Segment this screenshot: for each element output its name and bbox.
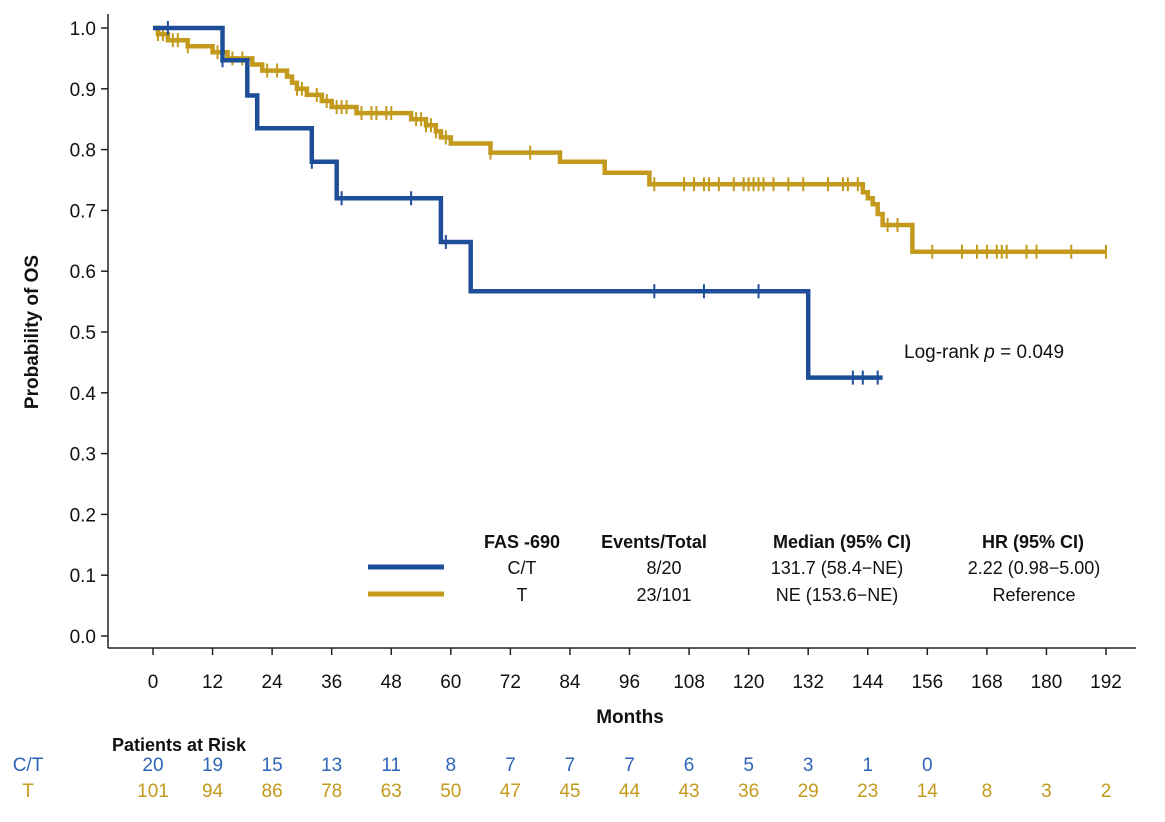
x-axis-ticks: 0 12 24 36 48 60 72 84 96 108 120 132 144 156 168 180 19… — [148, 648, 1122, 693]
log-rank-prefix: Log-rank — [904, 342, 984, 363]
legend-median-ct: 131.7 (58.4−NE) — [771, 558, 904, 578]
risk-value-t: 86 — [262, 781, 283, 802]
legend-median-t: NE (153.6−NE) — [776, 585, 899, 605]
x-tick-label: 36 — [321, 672, 342, 693]
risk-value-t: 43 — [678, 781, 699, 802]
risk-table: C/T 20 19 15 13 11 8 7 7 7 6 5 3 1 0 T 101 94 86 78 63 50 47 45… — [13, 755, 1112, 802]
y-axis-ticks: 0.0 0.1 0.2 0.3 0.4 0.5 0.6 0.7 0.8 0.9 1.0 — [70, 19, 108, 648]
risk-value-ct: 6 — [684, 755, 695, 776]
risk-value-t: 63 — [381, 781, 402, 802]
y-tick-label: 0.0 — [70, 627, 96, 648]
risk-value-t: 14 — [917, 781, 939, 802]
log-rank-p: p — [983, 342, 995, 363]
risk-value-ct: 20 — [142, 755, 163, 776]
legend-table: FAS -690 Events/Total Median (95% CI) HR… — [368, 532, 1100, 605]
legend-hr-ct: 2.22 (0.98−5.00) — [968, 558, 1101, 578]
y-tick-label: 0.8 — [70, 141, 96, 162]
x-tick-label: 192 — [1090, 672, 1122, 693]
risk-value-ct: 1 — [862, 755, 873, 776]
x-tick-label: 108 — [673, 672, 705, 693]
y-tick-label: 0.4 — [70, 384, 97, 405]
y-tick-label: 0.6 — [70, 262, 96, 283]
legend-group-ct: C/T — [508, 558, 537, 578]
risk-value-ct: 13 — [321, 755, 342, 776]
x-tick-label: 168 — [971, 672, 1003, 693]
risk-value-t: 29 — [798, 781, 819, 802]
x-tick-label: 180 — [1031, 672, 1063, 693]
x-tick-label: 12 — [202, 672, 223, 693]
risk-value-ct: 7 — [624, 755, 635, 776]
x-tick-label: 0 — [148, 672, 159, 693]
risk-value-t: 2 — [1101, 781, 1112, 802]
x-tick-label: 120 — [733, 672, 765, 693]
x-tick-label: 48 — [381, 672, 402, 693]
y-tick-label: 0.1 — [70, 566, 96, 587]
log-rank-value: = 0.049 — [995, 342, 1064, 363]
risk-value-t: 50 — [440, 781, 461, 802]
risk-value-ct: 7 — [505, 755, 516, 776]
risk-value-ct: 11 — [381, 755, 401, 776]
x-tick-label: 60 — [440, 672, 461, 693]
legend-header-hr: HR (95% CI) — [982, 532, 1084, 552]
risk-value-t: 94 — [202, 781, 224, 802]
risk-row-label-ct: C/T — [13, 755, 44, 776]
risk-value-ct: 5 — [743, 755, 754, 776]
log-rank-annotation: Log-rank p = 0.049 — [904, 342, 1064, 363]
risk-value-ct: 3 — [803, 755, 814, 776]
legend-events-ct: 8/20 — [646, 558, 681, 578]
plot-axes — [107, 14, 1136, 649]
y-tick-label: 1.0 — [70, 19, 96, 40]
risk-value-t: 3 — [1041, 781, 1052, 802]
x-tick-label: 84 — [559, 672, 581, 693]
risk-value-t: 47 — [500, 781, 521, 802]
y-tick-label: 0.3 — [70, 445, 96, 466]
legend-header-events: Events/Total — [601, 532, 707, 552]
risk-value-t: 44 — [619, 781, 641, 802]
km-curve-ct — [153, 25, 883, 380]
legend-header-median: Median (95% CI) — [773, 532, 911, 552]
x-tick-label: 132 — [792, 672, 824, 693]
legend-events-t: 23/101 — [636, 585, 691, 605]
y-tick-label: 0.7 — [70, 201, 96, 222]
x-tick-label: 72 — [500, 672, 521, 693]
risk-value-t: 8 — [982, 781, 993, 802]
risk-value-ct: 15 — [262, 755, 283, 776]
x-tick-label: 24 — [262, 672, 284, 693]
risk-value-ct: 19 — [202, 755, 223, 776]
y-tick-label: 0.2 — [70, 505, 96, 526]
km-curve-t — [153, 25, 1106, 254]
x-tick-label: 156 — [911, 672, 943, 693]
risk-value-ct: 7 — [565, 755, 576, 776]
y-tick-label: 0.5 — [70, 323, 96, 344]
legend-hr-t: Reference — [992, 585, 1075, 605]
risk-value-t: 45 — [559, 781, 580, 802]
risk-value-ct: 8 — [446, 755, 457, 776]
risk-value-t: 23 — [857, 781, 878, 802]
risk-value-t: 78 — [321, 781, 342, 802]
risk-value-t: 36 — [738, 781, 759, 802]
risk-value-ct: 0 — [922, 755, 933, 776]
x-tick-label: 96 — [619, 672, 640, 693]
legend-header-group: FAS -690 — [484, 532, 560, 552]
y-tick-label: 0.9 — [70, 80, 96, 101]
y-axis-title: Probability of OS — [22, 255, 43, 409]
risk-table-title: Patients at Risk — [112, 735, 247, 755]
survival-curves — [153, 21, 1107, 385]
x-axis-title: Months — [596, 707, 664, 728]
risk-value-t: 101 — [137, 781, 169, 802]
legend-group-t: T — [517, 585, 528, 605]
risk-row-label-t: T — [22, 781, 34, 802]
x-tick-label: 144 — [852, 672, 884, 693]
